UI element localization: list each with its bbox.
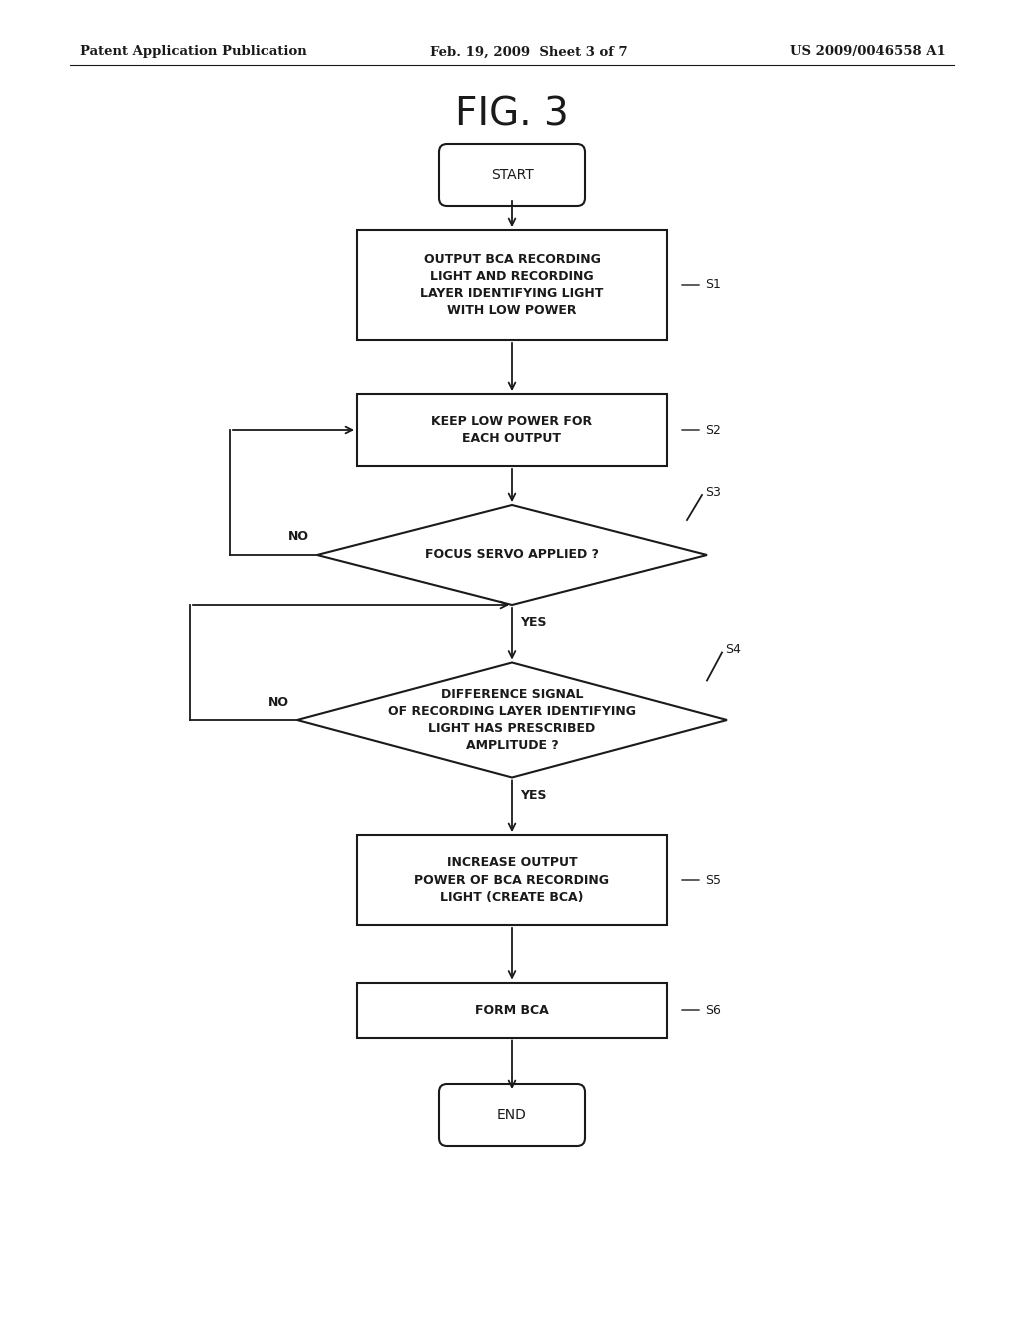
Bar <box>357 393 667 466</box>
Bar <box>357 230 667 341</box>
FancyBboxPatch shape <box>439 1084 585 1146</box>
Text: S4: S4 <box>725 643 741 656</box>
Text: START: START <box>490 168 534 182</box>
Polygon shape <box>317 506 707 605</box>
Text: Feb. 19, 2009  Sheet 3 of 7: Feb. 19, 2009 Sheet 3 of 7 <box>430 45 628 58</box>
Bar <box>357 982 667 1038</box>
Bar <box>357 836 667 925</box>
Text: OUTPUT BCA RECORDING
LIGHT AND RECORDING
LAYER IDENTIFYING LIGHT
WITH LOW POWER: OUTPUT BCA RECORDING LIGHT AND RECORDING… <box>420 253 604 317</box>
Text: INCREASE OUTPUT
POWER OF BCA RECORDING
LIGHT (CREATE BCA): INCREASE OUTPUT POWER OF BCA RECORDING L… <box>415 857 609 903</box>
Text: FOCUS SERVO APPLIED ?: FOCUS SERVO APPLIED ? <box>425 549 599 561</box>
Text: S6: S6 <box>705 1003 721 1016</box>
Text: KEEP LOW POWER FOR
EACH OUTPUT: KEEP LOW POWER FOR EACH OUTPUT <box>431 414 593 445</box>
Text: YES: YES <box>520 616 547 630</box>
Polygon shape <box>297 663 727 777</box>
Text: DIFFERENCE SIGNAL
OF RECORDING LAYER IDENTIFYING
LIGHT HAS PRESCRIBED
AMPLITUDE : DIFFERENCE SIGNAL OF RECORDING LAYER IDE… <box>388 688 636 752</box>
Text: S5: S5 <box>705 874 721 887</box>
Text: FORM BCA: FORM BCA <box>475 1003 549 1016</box>
Text: YES: YES <box>520 789 547 803</box>
Text: S1: S1 <box>705 279 721 292</box>
Text: NO: NO <box>268 696 289 709</box>
Text: FIG. 3: FIG. 3 <box>455 96 569 135</box>
Text: NO: NO <box>288 531 309 544</box>
Text: S3: S3 <box>705 486 721 499</box>
FancyBboxPatch shape <box>439 144 585 206</box>
Text: US 2009/0046558 A1: US 2009/0046558 A1 <box>790 45 946 58</box>
Text: Patent Application Publication: Patent Application Publication <box>80 45 307 58</box>
Text: END: END <box>497 1107 527 1122</box>
Text: S2: S2 <box>705 424 721 437</box>
